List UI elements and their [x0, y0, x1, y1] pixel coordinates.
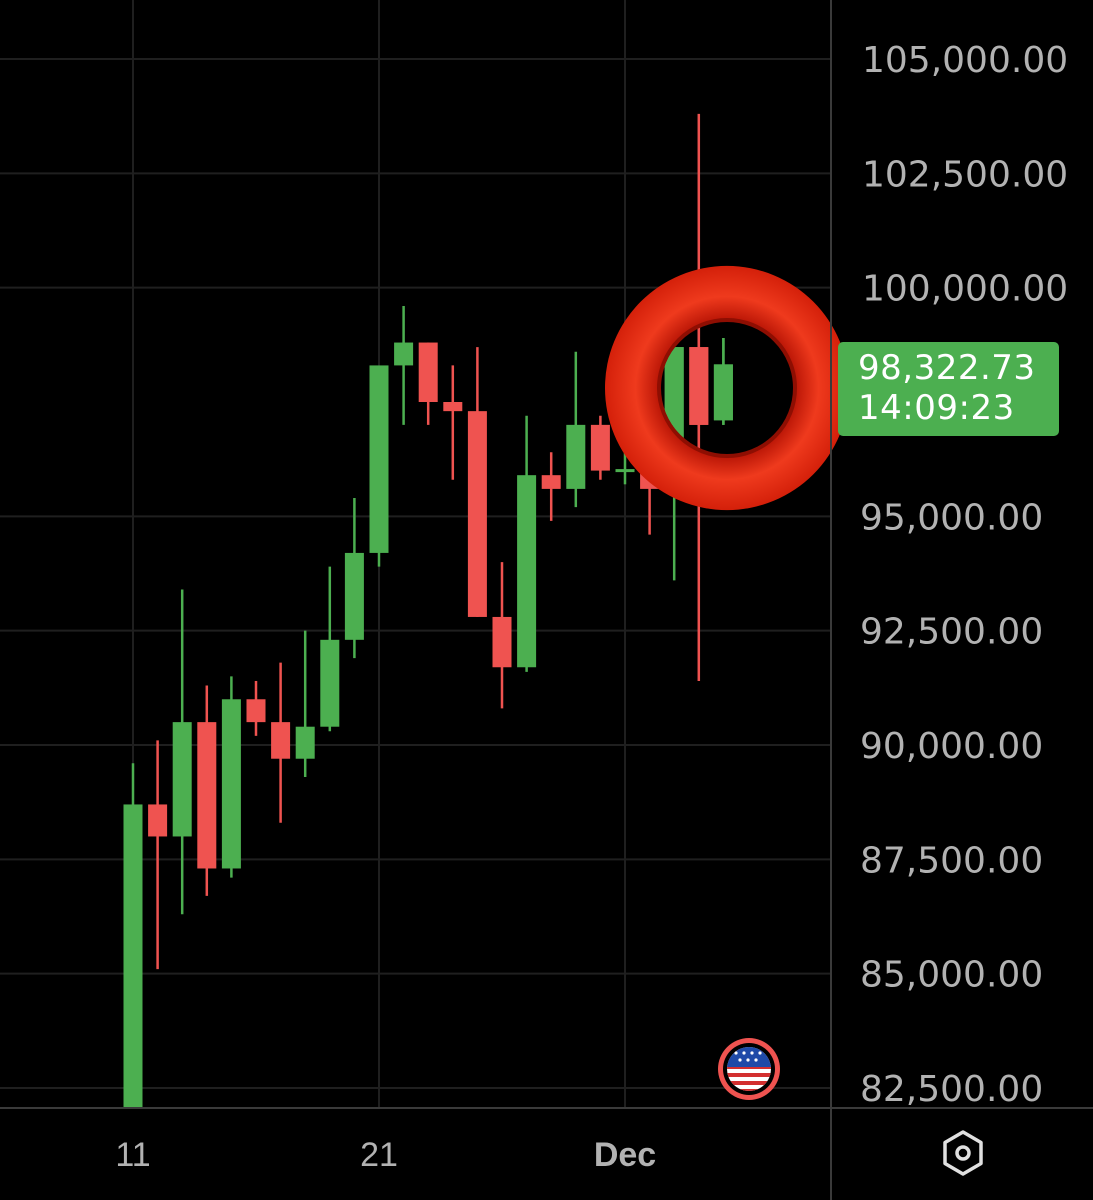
candle-body	[320, 639, 340, 727]
candle-body	[246, 699, 266, 723]
candle-body	[221, 699, 241, 869]
candle-body	[197, 722, 217, 869]
candle	[418, 342, 438, 425]
y-tick-label: 105,000.00	[862, 40, 1068, 81]
candle-body	[615, 469, 635, 473]
candle	[172, 589, 192, 915]
candle-body	[517, 475, 537, 668]
candle-body	[713, 364, 733, 421]
candle-body	[541, 475, 561, 489]
candle-body	[689, 347, 709, 425]
candle-countdown: 14:09:23	[858, 388, 1015, 428]
candle	[566, 351, 586, 508]
candle-body	[123, 804, 143, 1108]
candle-body	[172, 722, 192, 837]
candles	[123, 113, 733, 1108]
y-tick-label: 90,000.00	[860, 726, 1043, 767]
x-tick-label: 11	[115, 1136, 150, 1174]
candle	[221, 676, 241, 878]
current-price-value: 98,322.73	[858, 348, 1036, 388]
candle	[123, 763, 143, 1108]
candle	[344, 498, 364, 659]
overlay	[604, 265, 850, 511]
candle-body	[566, 424, 586, 489]
candle-body	[295, 726, 315, 759]
candle	[295, 630, 315, 778]
x-tick-label: Dec	[594, 1136, 656, 1174]
candle-body	[467, 411, 487, 617]
candle	[320, 566, 340, 732]
highlight-ring	[604, 265, 850, 511]
candle-body	[271, 722, 291, 759]
candle	[492, 562, 512, 709]
y-tick-label: 95,000.00	[860, 497, 1043, 538]
current-price-tag: 98,322.73 14:09:23	[838, 342, 1059, 436]
candle	[369, 365, 389, 567]
y-tick-label: 100,000.00	[862, 269, 1068, 310]
y-tick-label: 87,500.00	[860, 840, 1043, 881]
hexagon-gear-icon[interactable]	[938, 1128, 988, 1178]
candle	[517, 415, 537, 672]
candle	[148, 740, 168, 970]
x-tick-label: 21	[360, 1136, 398, 1174]
candle	[271, 662, 291, 823]
candle-body	[369, 365, 389, 553]
candle-body	[344, 552, 364, 640]
y-tick-label: 85,000.00	[860, 955, 1043, 996]
candle	[443, 365, 463, 480]
y-tick-label: 82,500.00	[860, 1069, 1043, 1110]
candle-body	[492, 616, 512, 668]
candle	[467, 347, 487, 617]
candle	[394, 305, 414, 425]
highlight-ring-inner-edge	[657, 318, 797, 458]
candle-body	[394, 342, 414, 366]
candle	[590, 415, 610, 480]
candle-body	[443, 402, 463, 412]
us-flag-icon[interactable]	[716, 1036, 782, 1102]
candle-body	[590, 424, 610, 471]
candle	[197, 685, 217, 896]
candle-body	[148, 804, 168, 837]
candle-body	[418, 342, 438, 402]
candle	[246, 680, 266, 736]
y-tick-label: 102,500.00	[862, 154, 1068, 195]
y-tick-label: 92,500.00	[860, 612, 1043, 653]
candle	[541, 452, 561, 521]
